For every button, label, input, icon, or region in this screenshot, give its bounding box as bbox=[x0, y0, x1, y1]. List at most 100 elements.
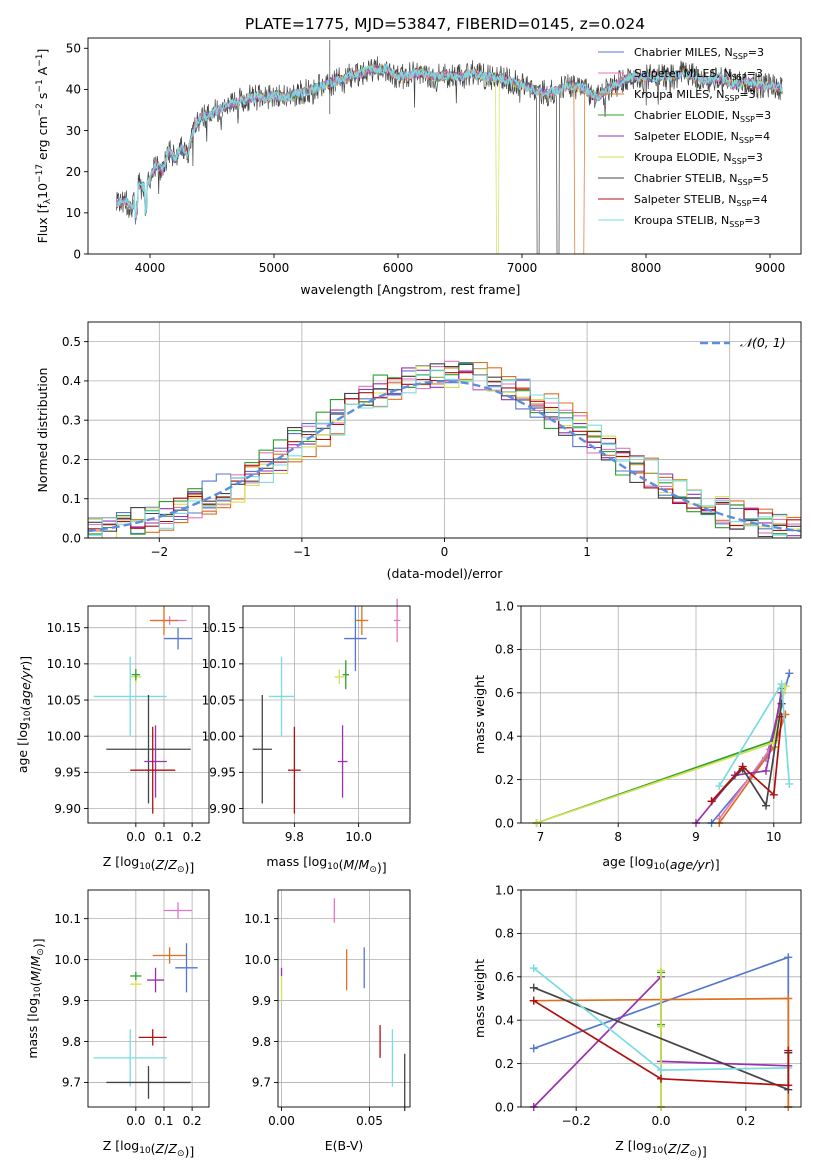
x-tick-label: 0.0 bbox=[126, 1114, 145, 1128]
weight-line bbox=[536, 686, 787, 824]
errorbar-point bbox=[268, 656, 295, 737]
errorbar-point bbox=[344, 606, 367, 672]
x-tick-label: 6000 bbox=[383, 261, 414, 275]
axes-frame bbox=[242, 605, 411, 824]
y-tick-label: 10.1 bbox=[54, 912, 81, 926]
y-tick-label: 0.6 bbox=[495, 686, 514, 700]
x-axis-label: mass [log10(M/M⊙)] bbox=[266, 854, 386, 875]
y-tick-label: 10.15 bbox=[202, 621, 236, 635]
x-tick-label: 0.00 bbox=[268, 1114, 295, 1128]
x-tick-label: 10.0 bbox=[345, 830, 372, 844]
normal-curve bbox=[88, 380, 801, 533]
weight-line bbox=[536, 688, 783, 824]
weight-marker bbox=[738, 762, 747, 771]
x-tick-label: 0.2 bbox=[736, 1114, 755, 1128]
y-tick-label: 9.8 bbox=[62, 1035, 81, 1049]
y-tick-label: 9.9 bbox=[252, 994, 271, 1008]
axes-frame bbox=[520, 889, 802, 1108]
legend-entry: Chabrier MILES, NSSP=3 bbox=[634, 46, 764, 61]
weight-marker bbox=[777, 699, 786, 708]
x-axis-label: Z [log10(Z/Z⊙)] bbox=[615, 1138, 707, 1159]
x-tick-label: 1 bbox=[583, 545, 591, 559]
errorbar-point bbox=[334, 669, 345, 685]
x-tick-label: 8 bbox=[614, 830, 622, 844]
errorbar-point bbox=[337, 725, 348, 798]
y-tick-label: 10.00 bbox=[47, 730, 81, 744]
weight-marker bbox=[762, 766, 770, 775]
y-axis-label: Flux [fλ10−17 erg cm−2 s−1 A−1] bbox=[35, 49, 53, 244]
spectrum-panel: 4000 5000 6000 7000 8000 9000 0 10 20 30 40 50 wavel… bbox=[35, 37, 802, 297]
y-tick-label: 9.90 bbox=[209, 802, 236, 816]
weight-vs-Z-panel: −0.2 0.0 0.2 0.0 0.2 0.4 0.6 0.8 1.0 Z [log10(Z/Z… bbox=[472, 883, 802, 1159]
errorbar-point bbox=[106, 694, 191, 804]
y-tick-label: 10.0 bbox=[54, 953, 81, 967]
y-tick-label: 50 bbox=[66, 42, 81, 56]
x-tick-label: −2 bbox=[150, 545, 168, 559]
legend-entry: Salpeter ELODIE, NSSP=4 bbox=[634, 130, 770, 145]
y-tick-label: 9.95 bbox=[209, 766, 236, 780]
y-axis-label: age [log10(age/yr)] bbox=[15, 656, 33, 773]
y-tick-label: 0 bbox=[73, 247, 81, 261]
y-tick-label: 1.0 bbox=[495, 883, 514, 897]
weight-line bbox=[710, 716, 783, 802]
spectrum-line bbox=[116, 56, 783, 254]
spectrum-line bbox=[116, 62, 783, 218]
histogram-step bbox=[88, 369, 801, 538]
weight-marker bbox=[715, 782, 724, 791]
x-tick-label: −1 bbox=[293, 545, 311, 559]
y-tick-label: 0.0 bbox=[495, 1100, 514, 1114]
y-tick-label: 9.7 bbox=[252, 1076, 271, 1090]
x-axis-label: E(B-V) bbox=[325, 1138, 364, 1153]
y-axis-label: mass weight bbox=[472, 675, 487, 754]
weight-marker bbox=[785, 669, 794, 678]
x-tick-label: 0.2 bbox=[183, 1114, 202, 1128]
histograms bbox=[88, 360, 801, 538]
y-tick-label: 10.10 bbox=[202, 657, 236, 671]
legend-entry: Chabrier ELODIE, NSSP=3 bbox=[634, 109, 771, 124]
errorbar-point bbox=[147, 967, 164, 993]
x-tick-label: 0.1 bbox=[154, 830, 173, 844]
errorbar-point bbox=[342, 660, 349, 690]
panels: 4000 5000 6000 7000 8000 900001020304050wavel… bbox=[15, 37, 802, 1159]
y-tick-label: 20 bbox=[66, 165, 81, 179]
y-tick-label: 10.0 bbox=[244, 953, 271, 967]
weight-marker bbox=[784, 994, 793, 1003]
x-axis-label: wavelength [Angstrom, rest frame] bbox=[300, 282, 520, 297]
y-tick-label: 0.4 bbox=[62, 374, 81, 388]
weight-marker bbox=[777, 680, 786, 689]
errorbar-point bbox=[252, 694, 272, 804]
weight-marker bbox=[784, 1081, 793, 1090]
weight-vs-age-panel: 7 8 9 10 0.0 0.2 0.4 0.6 0.8 1.0 age [log10(age/yr… bbox=[472, 599, 802, 872]
y-tick-label: 10.10 bbox=[47, 657, 81, 671]
weight-marker bbox=[529, 983, 538, 992]
y-tick-label: 0.4 bbox=[495, 1014, 514, 1028]
legend-entry: Salpeter STELIB, NSSP=4 bbox=[634, 193, 768, 208]
y-tick-label: 10.1 bbox=[244, 912, 271, 926]
legend-entry: Chabrier STELIB, NSSP=5 bbox=[634, 172, 769, 187]
weight-marker bbox=[762, 801, 770, 810]
y-tick-label: 9.90 bbox=[54, 802, 81, 816]
y-tick-label: 10 bbox=[66, 206, 81, 220]
weight-marker bbox=[657, 966, 665, 975]
errorbar-point bbox=[130, 980, 142, 989]
axes-frame bbox=[277, 889, 411, 1108]
x-tick-label: 0.0 bbox=[651, 1114, 670, 1128]
legend-entry: Kroupa ELODIE, NSSP=3 bbox=[634, 151, 763, 166]
errorbar-point bbox=[355, 606, 369, 635]
y-tick-label: 9.8 bbox=[252, 1035, 271, 1049]
weight-marker bbox=[657, 1066, 665, 1075]
mass-vs-Z-panel: 0.0 0.1 0.2 9.7 9.8 9.9 10.0 10.1 Z [log10(Z/Z⊙)… bbox=[25, 889, 210, 1159]
errorbar-point bbox=[175, 943, 198, 993]
y-tick-label: 0.1 bbox=[62, 492, 81, 506]
y-tick-label: 0.8 bbox=[495, 643, 514, 657]
y-tick-label: 0.6 bbox=[495, 970, 514, 984]
x-axis-label: Z [log10(Z/Z⊙)] bbox=[103, 854, 195, 875]
y-tick-label: 0.5 bbox=[62, 335, 81, 349]
errorbar-point bbox=[163, 627, 193, 650]
weight-line bbox=[718, 686, 787, 820]
errorbar-point bbox=[152, 947, 187, 964]
errorbar-point bbox=[131, 668, 141, 681]
y-tick-label: 30 bbox=[66, 124, 81, 138]
errorbar-point bbox=[130, 726, 176, 814]
